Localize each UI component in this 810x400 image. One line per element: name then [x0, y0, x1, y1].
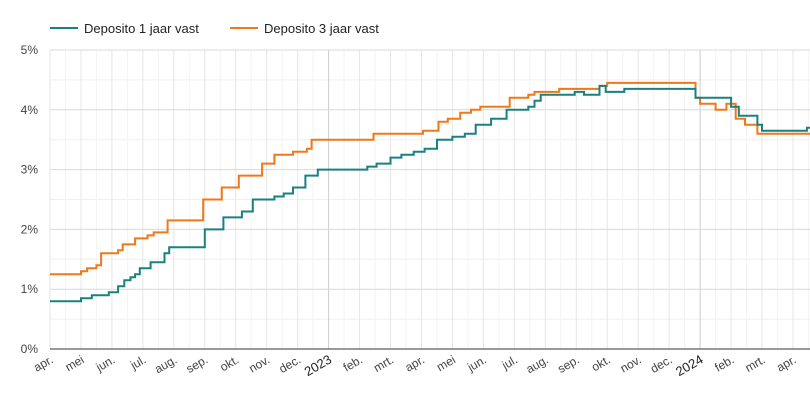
series-line-2[interactable] — [50, 81, 810, 276]
legend[interactable]: Deposito 1 jaar vast Deposito 3 jaar vast — [50, 21, 379, 36]
x-tick-label: mei — [434, 352, 458, 374]
x-tick-label: nov. — [618, 352, 644, 375]
legend-label: Deposito 1 jaar vast — [84, 21, 199, 36]
axis-layer: 0%1%2%3%4%5%apr. mei jun. jul. aug. sep. okt. n… — [21, 43, 799, 379]
x-tick-label: dec. — [648, 352, 675, 375]
legend-label: Deposito 3 jaar vast — [264, 21, 379, 36]
legend-item-1[interactable]: Deposito 1 jaar vast — [50, 21, 199, 36]
x-tick-label: okt. — [217, 352, 241, 374]
series-line-1[interactable] — [50, 84, 810, 303]
y-tick-label: 4% — [21, 103, 39, 117]
grid-layer — [49, 49, 810, 350]
x-tick-label: nov. — [246, 352, 272, 375]
x-tick-label: sep. — [555, 352, 582, 375]
x-tick-label: apr. — [774, 352, 798, 374]
x-tick-label: aug. — [152, 352, 179, 376]
x-tick-label: jun. — [93, 352, 118, 374]
x-tick-label: mrt. — [371, 352, 396, 374]
series-layer — [50, 81, 810, 303]
y-tick-label: 2% — [21, 222, 39, 236]
x-tick-label: jul. — [127, 352, 148, 372]
y-tick-label: 3% — [21, 163, 39, 177]
legend-item-2[interactable]: Deposito 3 jaar vast — [230, 21, 379, 36]
x-tick-label: mrt. — [743, 352, 768, 374]
x-tick-label: apr. — [403, 352, 427, 374]
x-tick-label: okt. — [589, 352, 613, 374]
x-tick-label: dec. — [277, 352, 304, 375]
y-tick-label: 5% — [21, 43, 39, 57]
x-tick-label: feb. — [341, 352, 365, 374]
x-tick-year-label: 2024 — [673, 352, 706, 379]
x-tick-label: mei — [63, 352, 87, 374]
y-tick-label: 0% — [21, 342, 39, 356]
x-tick-label: sep. — [184, 352, 211, 375]
y-tick-label: 1% — [21, 282, 39, 296]
x-tick-label: jul. — [499, 352, 520, 372]
x-tick-year-label: 2023 — [302, 352, 335, 379]
x-tick-label: aug. — [524, 352, 551, 376]
x-tick-label: jun. — [464, 352, 489, 374]
x-tick-label: feb. — [712, 352, 736, 374]
